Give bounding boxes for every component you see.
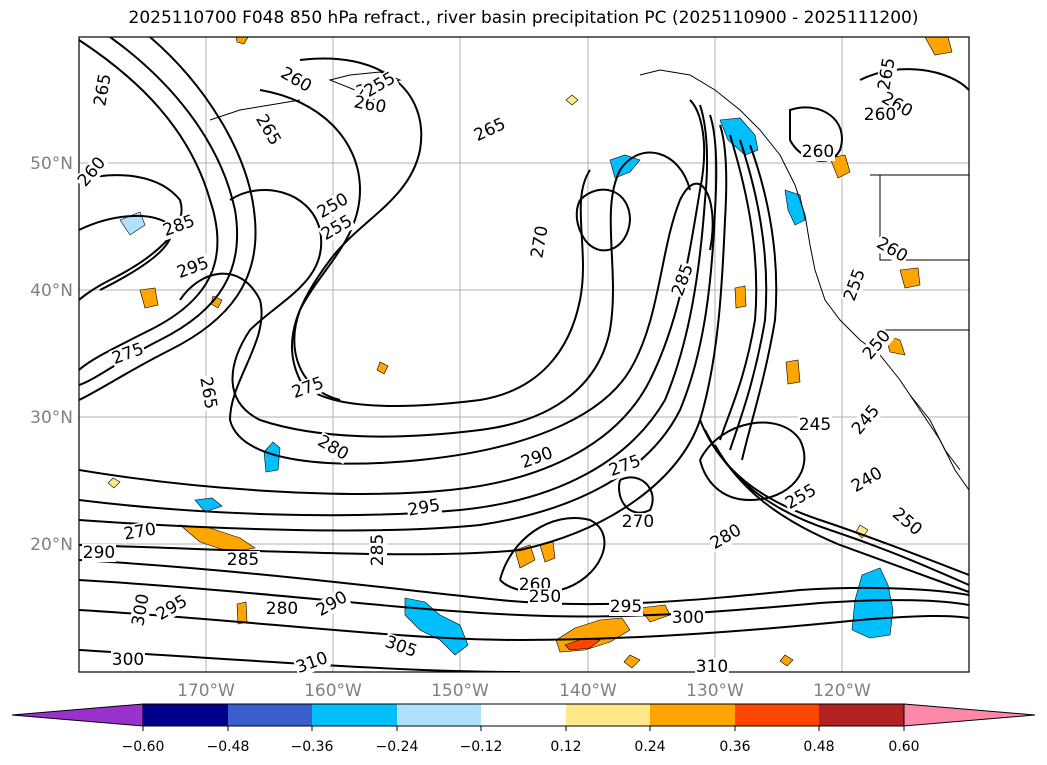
map-panel: 2652602552602652602652552502552852952652… bbox=[30, 36, 970, 701]
contour-label: 285 bbox=[227, 550, 259, 570]
lon-label: 140°W bbox=[559, 681, 617, 701]
contour-label: 310 bbox=[696, 657, 728, 677]
colorbar-ticks bbox=[142, 726, 905, 731]
lat-label: 40°N bbox=[30, 281, 73, 301]
lon-label: 160°W bbox=[304, 681, 362, 701]
lon-label: 150°W bbox=[431, 681, 489, 701]
colorbar-low-extend bbox=[11, 703, 144, 727]
colorbar-tick-label: −0.12 bbox=[460, 739, 503, 755]
colorbar-segment bbox=[481, 704, 566, 726]
lon-label: 120°W bbox=[813, 681, 871, 701]
colorbar-tick-label: 0.48 bbox=[803, 739, 834, 755]
figure-title: 2025110700 F048 850 hPa refract., river … bbox=[128, 8, 919, 28]
contour-label: 260 bbox=[802, 142, 834, 162]
colorbar-high-extend bbox=[903, 703, 1036, 727]
contour-label: 260 bbox=[864, 105, 896, 125]
colorbar-tick-label: 0.24 bbox=[634, 739, 665, 755]
colorbar-tick-label: −0.36 bbox=[291, 739, 334, 755]
colorbar-tick-label: −0.48 bbox=[207, 739, 250, 755]
lon-label: 130°W bbox=[686, 681, 744, 701]
colorbar-tick-label: 0.12 bbox=[550, 739, 581, 755]
colorbar-segment bbox=[566, 704, 650, 726]
colorbar-segment bbox=[228, 704, 312, 726]
colorbar: −0.60 −0.48 −0.36 −0.24 −0.12 0.12 0.24 … bbox=[11, 703, 1036, 755]
contour-label: 300 bbox=[112, 650, 144, 670]
colorbar-segment bbox=[312, 704, 397, 726]
contour-label: 290 bbox=[83, 543, 115, 563]
map-frame bbox=[78, 36, 970, 673]
refractivity-contours bbox=[79, 37, 969, 672]
colorbar-tick-label: 0.60 bbox=[888, 739, 919, 755]
lat-label: 20°N bbox=[30, 535, 73, 555]
contour-labels: 2652602552602652602652552502552852952652… bbox=[74, 55, 926, 678]
lon-labels: 170°W 160°W 150°W 140°W 130°W 120°W bbox=[177, 681, 871, 701]
colorbar-tick-label: −0.24 bbox=[376, 739, 419, 755]
lat-label: 30°N bbox=[30, 408, 73, 428]
colorbar-segment bbox=[735, 704, 819, 726]
lat-labels: 50°N 40°N 30°N 20°N bbox=[30, 154, 73, 555]
colorbar-segment bbox=[397, 704, 481, 726]
contour-label: 295 bbox=[610, 597, 642, 617]
colorbar-tick-label: 0.36 bbox=[719, 739, 750, 755]
contour-label: 285 bbox=[368, 534, 388, 566]
contour-label: 245 bbox=[799, 415, 831, 435]
contour-label: 270 bbox=[622, 512, 654, 532]
precip-shading bbox=[107, 37, 953, 669]
contour-label: 250 bbox=[529, 587, 561, 607]
lon-label: 170°W bbox=[177, 681, 235, 701]
colorbar-segment bbox=[819, 704, 904, 726]
contour-label: 300 bbox=[672, 608, 704, 628]
colorbar-segment bbox=[143, 704, 228, 726]
colorbar-segment bbox=[650, 704, 735, 726]
colorbar-tick-label: −0.60 bbox=[122, 739, 165, 755]
lat-label: 50°N bbox=[30, 154, 73, 174]
contour-label: 280 bbox=[266, 599, 298, 619]
